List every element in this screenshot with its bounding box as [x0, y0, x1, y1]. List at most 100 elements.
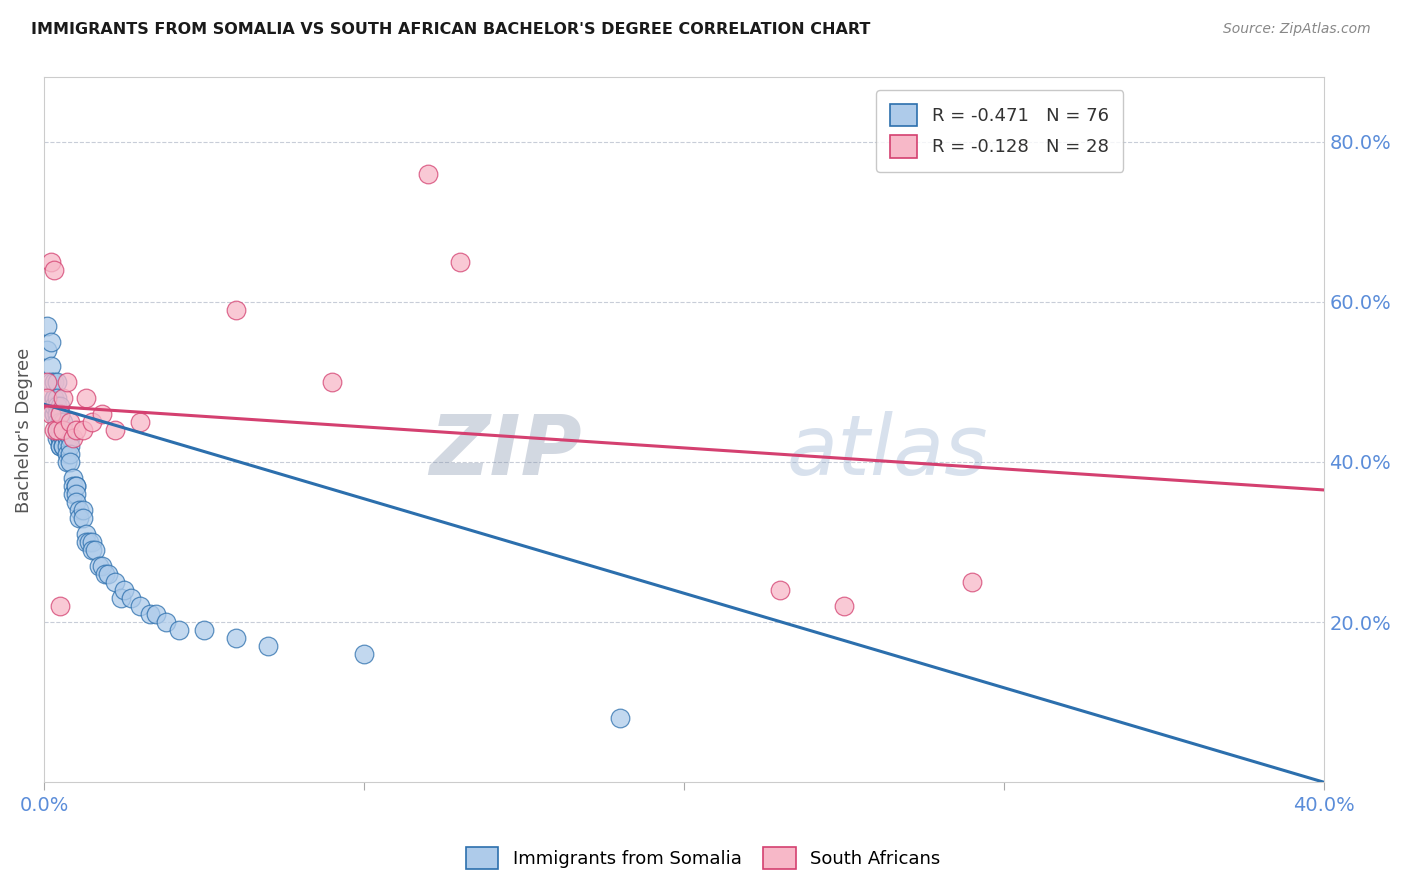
Point — [120, 591, 142, 606]
Point — [82, 535, 104, 549]
Point — [90, 559, 112, 574]
Point — [129, 599, 152, 614]
Point — [39, 407, 62, 421]
Point — [62, 471, 84, 485]
Point — [42, 262, 65, 277]
Point — [321, 375, 343, 389]
Point — [62, 487, 84, 501]
Point — [52, 391, 75, 405]
Point — [87, 559, 110, 574]
Point — [155, 615, 177, 629]
Point — [94, 567, 117, 582]
Point — [62, 479, 84, 493]
Point — [90, 407, 112, 421]
Point — [75, 535, 97, 549]
Point — [55, 455, 77, 469]
Point — [103, 575, 125, 590]
Point — [42, 391, 65, 405]
Point — [37, 375, 59, 389]
Point — [37, 391, 59, 405]
Text: IMMIGRANTS FROM SOMALIA VS SOUTH AFRICAN BACHELOR'S DEGREE CORRELATION CHART: IMMIGRANTS FROM SOMALIA VS SOUTH AFRICAN… — [31, 22, 870, 37]
Text: Source: ZipAtlas.com: Source: ZipAtlas.com — [1223, 22, 1371, 37]
Point — [45, 407, 67, 421]
Point — [49, 407, 72, 421]
Point — [49, 599, 72, 614]
Point — [82, 415, 104, 429]
Point — [42, 391, 65, 405]
Point — [42, 423, 65, 437]
Point — [75, 527, 97, 541]
Point — [45, 431, 67, 445]
Point — [52, 431, 75, 445]
Point — [65, 479, 87, 493]
Point — [418, 167, 440, 181]
Point — [832, 599, 855, 614]
Point — [37, 318, 59, 333]
Point — [39, 334, 62, 349]
Point — [257, 639, 280, 653]
Point — [45, 423, 67, 437]
Point — [353, 647, 375, 661]
Point — [65, 487, 87, 501]
Legend: Immigrants from Somalia, South Africans: Immigrants from Somalia, South Africans — [457, 838, 949, 879]
Point — [77, 535, 100, 549]
Point — [55, 447, 77, 461]
Point — [225, 631, 247, 645]
Point — [59, 439, 82, 453]
Point — [49, 423, 72, 437]
Point — [75, 391, 97, 405]
Point — [62, 431, 84, 445]
Point — [42, 399, 65, 413]
Point — [49, 407, 72, 421]
Point — [55, 431, 77, 445]
Point — [112, 583, 135, 598]
Point — [52, 439, 75, 453]
Point — [59, 455, 82, 469]
Point — [59, 447, 82, 461]
Point — [72, 423, 94, 437]
Point — [67, 503, 90, 517]
Point — [110, 591, 132, 606]
Point — [167, 623, 190, 637]
Point — [45, 391, 67, 405]
Point — [145, 607, 167, 622]
Point — [82, 543, 104, 558]
Point — [67, 511, 90, 525]
Point — [45, 423, 67, 437]
Point — [42, 375, 65, 389]
Point — [769, 583, 792, 598]
Point — [59, 431, 82, 445]
Point — [55, 375, 77, 389]
Text: ZIP: ZIP — [429, 410, 582, 491]
Y-axis label: Bachelor's Degree: Bachelor's Degree — [15, 347, 32, 513]
Point — [225, 302, 247, 317]
Point — [49, 431, 72, 445]
Point — [39, 375, 62, 389]
Point — [55, 431, 77, 445]
Point — [45, 399, 67, 413]
Point — [52, 415, 75, 429]
Point — [52, 423, 75, 437]
Point — [103, 423, 125, 437]
Point — [129, 415, 152, 429]
Point — [97, 567, 120, 582]
Point — [449, 254, 471, 268]
Point — [52, 423, 75, 437]
Point — [59, 415, 82, 429]
Point — [37, 343, 59, 357]
Point — [84, 543, 107, 558]
Point — [45, 375, 67, 389]
Legend: R = -0.471   N = 76, R = -0.128   N = 28: R = -0.471 N = 76, R = -0.128 N = 28 — [876, 90, 1123, 172]
Point — [52, 439, 75, 453]
Point — [72, 503, 94, 517]
Point — [72, 511, 94, 525]
Point — [962, 575, 984, 590]
Point — [49, 399, 72, 413]
Point — [55, 439, 77, 453]
Point — [45, 415, 67, 429]
Text: atlas: atlas — [787, 410, 988, 491]
Point — [45, 423, 67, 437]
Point — [138, 607, 160, 622]
Point — [49, 439, 72, 453]
Point — [39, 359, 62, 373]
